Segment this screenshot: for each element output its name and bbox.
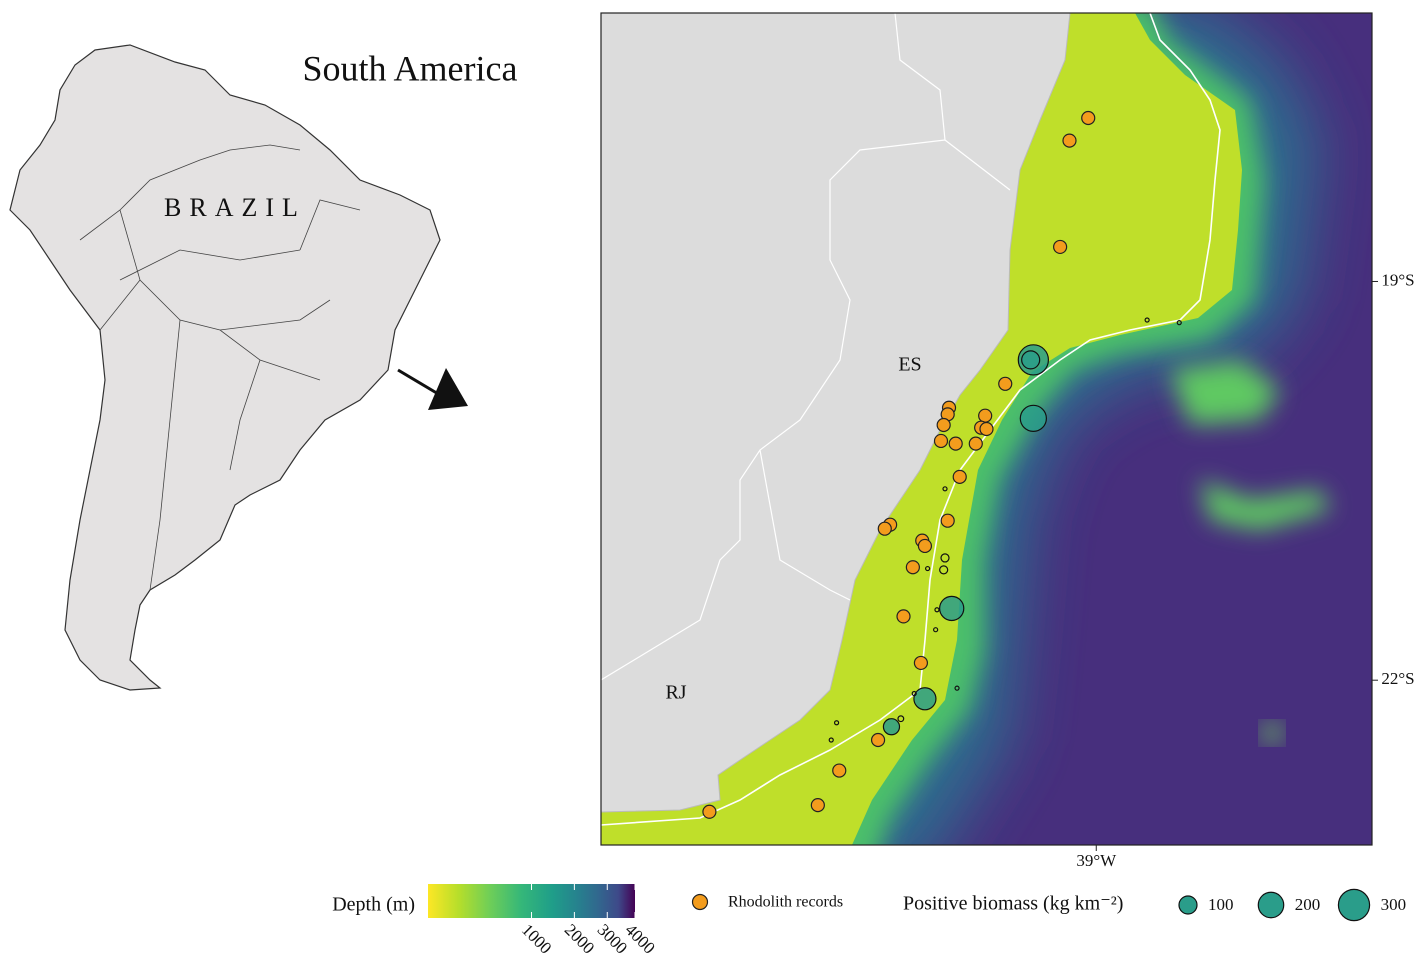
biomass-point — [940, 553, 950, 563]
rhodolith-point — [998, 376, 1013, 391]
colorbar-tick-label: 4000 — [621, 920, 658, 957]
arrow-head — [428, 368, 468, 410]
biomass-legend-label: 300 — [1381, 895, 1407, 914]
rhodolith-point — [968, 436, 983, 451]
land — [601, 13, 1071, 813]
biomass-legend-label: 100 — [1208, 895, 1234, 914]
rhodolith-point — [979, 421, 994, 437]
inset-title: South America — [303, 48, 518, 88]
rhodolith-point — [1053, 239, 1068, 255]
biomass-point — [933, 627, 939, 633]
biomass-legend-mark — [1257, 891, 1285, 919]
biomass-point — [897, 715, 905, 723]
rhodolith-point — [917, 538, 933, 554]
seamount — [1262, 723, 1282, 743]
rhodolith-point — [940, 513, 955, 528]
rhodolith-legend-label: Rhodolith records — [728, 894, 843, 911]
x-tick-label: 39°W — [1076, 851, 1117, 870]
points — [702, 110, 1182, 819]
biomass-legend-mark — [1178, 895, 1198, 915]
biomass-point — [1144, 317, 1150, 323]
legend-marks: 100 200 300 — [691, 888, 1407, 922]
rhodolith-point — [933, 433, 949, 449]
depth-title: Depth (m) — [332, 894, 415, 916]
biomass-point — [934, 607, 940, 613]
biomass-point — [924, 565, 931, 572]
colorbar-tick-label: 2000 — [561, 920, 598, 957]
biomass-point — [939, 595, 965, 622]
seamounts — [1170, 360, 1330, 530]
biomass-legend-mark — [1337, 888, 1371, 922]
map-frame — [600, 12, 1373, 846]
biomass-point — [882, 718, 901, 736]
rhodolith-point — [1081, 110, 1096, 126]
south-america-inset: South America BRAZIL — [9, 44, 518, 691]
isobath — [601, 13, 1221, 826]
biomass-point — [913, 687, 937, 711]
rhodolith-point — [952, 469, 967, 484]
borders — [79, 144, 361, 591]
rhodolith-point — [905, 560, 920, 575]
biomass-point — [954, 685, 960, 691]
rhodolith-point — [702, 804, 717, 819]
state-label: RJ — [665, 682, 686, 704]
y-tick-label: 22°S — [1381, 669, 1414, 688]
continent — [9, 44, 441, 691]
biomass-point — [1019, 404, 1047, 433]
rhodolith-point — [913, 655, 929, 671]
state-borders — [601, 13, 1011, 681]
colorbar-tick-label: 1000 — [518, 920, 555, 957]
biomass-point — [942, 486, 948, 492]
arrow — [397, 368, 441, 397]
state-label: ES — [898, 354, 921, 376]
rhodolith-point — [832, 763, 847, 778]
rhodolith-point — [1062, 133, 1077, 148]
rhodolith-point — [877, 521, 892, 536]
colorbar-tick-label: 3000 — [594, 920, 631, 957]
rhodolith-point — [948, 436, 963, 451]
rhodolith-point — [936, 417, 951, 433]
biomass-title: Positive biomass (kg km⁻²) — [903, 893, 1123, 915]
biomass-point — [1176, 320, 1182, 326]
country-label: BRAZIL — [164, 193, 306, 222]
y-tick-label: 19°S — [1381, 270, 1414, 289]
biomass-point — [939, 565, 949, 575]
rhodolith-point — [978, 408, 993, 423]
map-panel — [601, 13, 1372, 845]
biomass-legend-label: 200 — [1295, 895, 1321, 914]
rhodolith-point — [810, 798, 825, 813]
rhodolith-point — [870, 732, 886, 748]
rhodolith-legend-mark — [691, 893, 709, 911]
biomass-point — [911, 690, 917, 697]
biomass-point — [833, 720, 840, 726]
biomass-point — [828, 737, 834, 743]
rhodolith-point — [896, 609, 911, 624]
biomass-point — [1021, 350, 1041, 370]
